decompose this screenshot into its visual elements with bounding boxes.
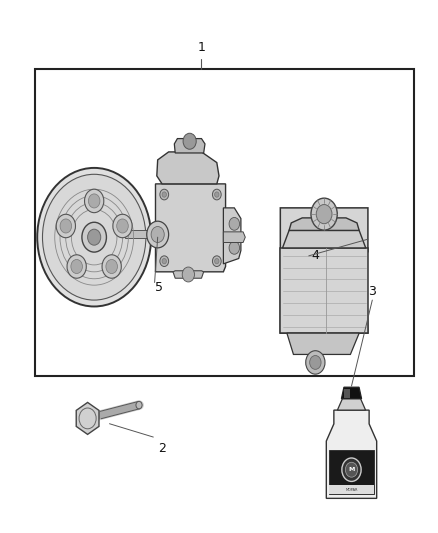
Polygon shape [174, 139, 205, 153]
Polygon shape [289, 218, 359, 230]
Circle shape [42, 174, 146, 300]
Circle shape [82, 222, 106, 252]
Bar [344, 389, 350, 398]
Polygon shape [223, 232, 245, 243]
Circle shape [88, 194, 100, 208]
Circle shape [212, 189, 221, 200]
Text: 2: 2 [158, 442, 166, 455]
Bar [125, 230, 159, 238]
Circle shape [182, 267, 194, 282]
Polygon shape [326, 410, 377, 498]
Bar [328, 450, 374, 494]
Circle shape [183, 133, 196, 149]
Text: 3: 3 [368, 286, 376, 298]
Polygon shape [76, 402, 99, 434]
Circle shape [212, 256, 221, 266]
Circle shape [215, 259, 219, 264]
Bar [35, 69, 414, 376]
Text: 5: 5 [155, 281, 163, 294]
Polygon shape [157, 152, 219, 184]
Circle shape [113, 214, 132, 238]
Polygon shape [223, 208, 241, 264]
Circle shape [37, 168, 151, 306]
Polygon shape [280, 208, 368, 333]
Circle shape [151, 227, 164, 243]
Circle shape [67, 255, 86, 278]
Polygon shape [173, 271, 204, 278]
Circle shape [117, 219, 128, 233]
Text: 1: 1 [198, 42, 205, 54]
Circle shape [71, 260, 82, 273]
Polygon shape [283, 230, 366, 248]
Circle shape [162, 192, 166, 197]
Polygon shape [342, 387, 362, 399]
Circle shape [102, 255, 121, 278]
Polygon shape [287, 333, 359, 354]
Circle shape [306, 351, 325, 374]
Circle shape [162, 259, 166, 264]
Text: 4: 4 [311, 249, 319, 262]
Circle shape [160, 189, 169, 200]
Circle shape [106, 260, 117, 273]
Bar [280, 248, 368, 333]
Circle shape [310, 356, 321, 369]
Polygon shape [155, 184, 226, 272]
Circle shape [85, 189, 104, 213]
Circle shape [60, 219, 72, 233]
Bar [328, 484, 374, 494]
Circle shape [342, 458, 361, 481]
Text: M: M [348, 467, 355, 472]
Polygon shape [337, 399, 366, 410]
Circle shape [215, 192, 219, 197]
Circle shape [147, 221, 169, 248]
Text: MOPAR: MOPAR [345, 488, 358, 492]
Circle shape [345, 462, 357, 477]
Circle shape [56, 214, 75, 238]
Circle shape [311, 198, 337, 230]
Circle shape [136, 401, 142, 409]
Circle shape [229, 217, 240, 230]
Circle shape [316, 205, 332, 224]
Circle shape [88, 229, 101, 245]
Circle shape [229, 241, 240, 254]
Circle shape [160, 256, 169, 266]
